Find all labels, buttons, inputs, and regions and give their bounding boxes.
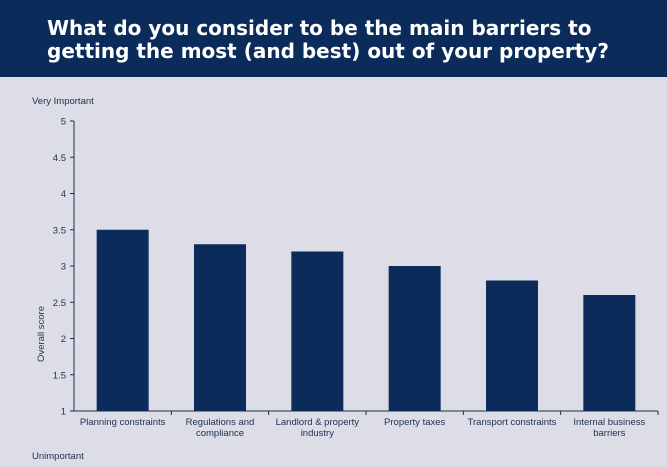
bar — [486, 280, 538, 411]
bar — [388, 266, 441, 411]
y-tick-label: 1.5 — [53, 370, 66, 381]
y-tick-label: 4.5 — [53, 153, 66, 164]
bar — [291, 251, 344, 411]
x-axis-labels: Planning constraints Regulations andcompl… — [80, 417, 646, 439]
x-tick-label: Landlord & property — [276, 417, 360, 428]
x-tick-label: Regulations and — [186, 417, 255, 428]
x-tick-label: Transport constraints — [468, 417, 557, 428]
x-tick-label: Internal business — [573, 417, 645, 428]
top-scale-label: Very Important — [32, 96, 94, 107]
y-tick-label: 4 — [61, 189, 66, 200]
x-tick-label: Planning constraints — [80, 417, 166, 428]
x-tick-label: Property taxes — [384, 417, 445, 428]
bar — [96, 229, 149, 411]
bottom-scale-label: Unimportant — [32, 451, 84, 462]
x-tick-label: industry — [301, 428, 335, 439]
x-tick-label: compliance — [196, 428, 244, 439]
bars — [96, 229, 636, 411]
chart-title: What do you consider to be the main barr… — [47, 16, 609, 63]
axes: 1 1.5 2 2.5 3 3.5 4 4.5 5 — [53, 117, 659, 418]
y-tick-label: 5 — [61, 117, 66, 128]
bar-chart: Very Important Unimportant Overall score… — [32, 96, 659, 462]
y-axis-label: Overall score — [36, 306, 47, 362]
y-tick-label: 2 — [61, 334, 66, 345]
bar — [583, 295, 636, 411]
bar — [194, 244, 246, 411]
y-tick-label: 3 — [61, 262, 66, 273]
y-tick-label: 3.5 — [53, 225, 66, 236]
y-tick-label: 1 — [61, 407, 66, 418]
y-tick-label: 2.5 — [53, 298, 66, 309]
x-tick-label: barriers — [593, 428, 625, 439]
header-bar: What do you consider to be the main barr… — [0, 0, 667, 77]
